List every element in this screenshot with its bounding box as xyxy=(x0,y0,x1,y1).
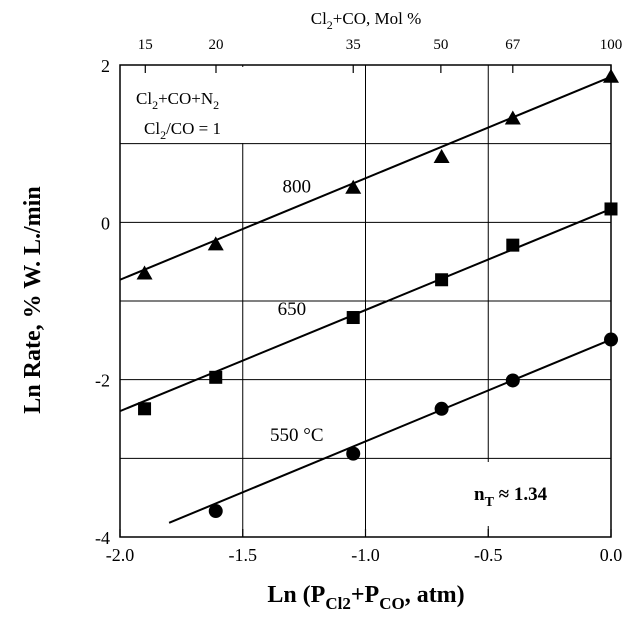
x-tick-label: -1.0 xyxy=(351,545,380,565)
top-tick-label: 35 xyxy=(346,37,361,53)
square-marker xyxy=(138,402,151,415)
top-tick-label: 100 xyxy=(600,37,623,53)
top-tick-label: 50 xyxy=(433,37,448,53)
y-tick-label: -4 xyxy=(95,528,110,548)
square-marker xyxy=(506,239,519,252)
square-marker xyxy=(605,202,618,215)
circle-marker xyxy=(209,504,223,518)
circle-marker xyxy=(506,373,520,387)
x-tick-label: -0.5 xyxy=(474,545,503,565)
y-tick-label: 2 xyxy=(101,56,110,76)
x-tick-label: -1.5 xyxy=(229,545,258,565)
y-tick-label: -2 xyxy=(95,371,110,391)
circle-marker xyxy=(435,402,449,416)
x-tick-label: 0.0 xyxy=(600,545,623,565)
top-tick-label: 15 xyxy=(138,37,153,53)
top-tick-label: 20 xyxy=(208,37,223,53)
y-tick-label: 0 xyxy=(101,213,110,233)
y-axis-title: Ln Rate, % W. L./min xyxy=(20,186,46,413)
square-marker xyxy=(435,273,448,286)
series-label: 800 xyxy=(283,176,312,197)
series-label: 650 xyxy=(278,299,307,320)
square-marker xyxy=(347,311,360,324)
top-tick-label: 67 xyxy=(505,37,521,53)
square-marker xyxy=(209,371,222,384)
x-tick-label: -2.0 xyxy=(106,545,135,565)
circle-marker xyxy=(604,333,618,347)
circle-marker xyxy=(346,447,360,461)
series-label: 550 °C xyxy=(270,425,324,446)
